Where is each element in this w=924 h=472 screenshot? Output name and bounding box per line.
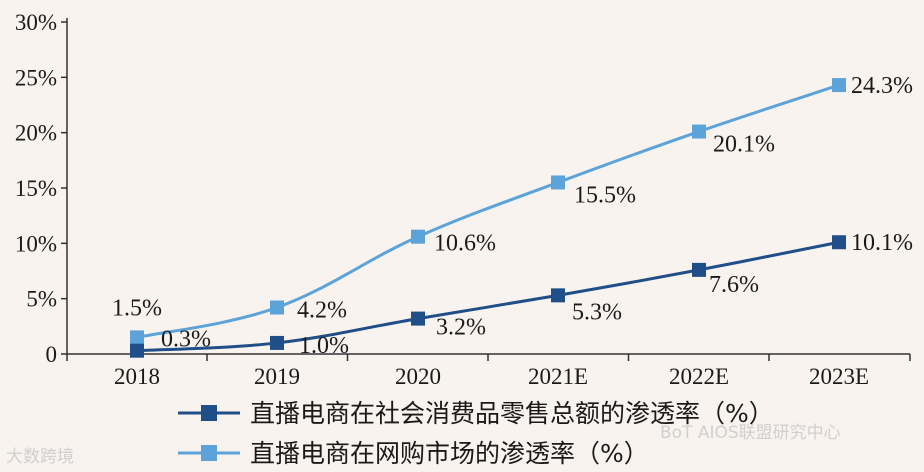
y-tick-label: 5% (26, 287, 57, 312)
marker-retail (551, 288, 565, 303)
data-label-retail: 5.3% (572, 299, 622, 325)
data-label-retail: 1.0% (299, 333, 349, 359)
data-label-online: 4.2% (297, 298, 347, 324)
series-line-online (136, 83, 840, 339)
x-tick-label: 2021E (528, 364, 588, 389)
marker-retail (832, 235, 846, 250)
data-labels: 1.5% 4.2% 10.6% 15.5% 20.1% 24.3% 0.3% 1.0% 3.2%… (112, 73, 913, 359)
marker-online (692, 124, 706, 139)
y-tick-label: 20% (15, 121, 57, 146)
series-line-retail (136, 240, 840, 353)
x-tick-label: 2020 (395, 364, 441, 389)
legend-label-online: 直播电商在网购市场的渗透率（%） (250, 439, 649, 468)
data-label-retail: 3.2% (436, 315, 486, 341)
marker-retail (411, 311, 425, 326)
x-axis-ticks: 2018 2019 2020 2021E 2022E 2023E (66, 354, 911, 389)
y-tick-label: 30% (15, 10, 57, 35)
y-tick-label: 15% (15, 176, 57, 201)
data-label-online: 10.6% (434, 231, 496, 257)
data-label-online: 24.3% (851, 73, 913, 99)
data-label-online: 1.5% (112, 295, 162, 321)
watermark-left: 大数跨境 (6, 447, 74, 467)
marker-online (411, 229, 425, 244)
legend-label-retail: 直播电商在社会消费品零售总额的渗透率（%） (250, 399, 774, 428)
marker-retail (270, 335, 284, 350)
data-label-retail: 0.3% (161, 327, 211, 353)
axes (66, 18, 910, 355)
data-label-online: 20.1% (713, 132, 775, 158)
legend-marker-online (201, 445, 217, 461)
x-tick-label: 2018 (114, 364, 160, 389)
data-label-online: 15.5% (574, 182, 636, 208)
marker-retail (130, 343, 144, 358)
y-tick-label: 25% (15, 65, 57, 90)
data-label-retail: 10.1% (851, 230, 913, 256)
data-label-retail: 7.6% (709, 272, 759, 298)
marker-online (130, 330, 144, 345)
x-tick-label: 2019 (254, 364, 300, 389)
series-lines (130, 78, 846, 358)
legend: 直播电商在社会消费品零售总额的渗透率（%） 直播电商在网购市场的渗透率（%） (178, 399, 774, 468)
marker-online (551, 175, 565, 190)
watermarks: 大数跨境 BoT AIOS联盟研究中心 (6, 423, 841, 467)
y-axis-ticks: 0 5% 10% 15% 20% 25% 30% (15, 10, 67, 367)
marker-online (832, 78, 846, 93)
watermark-right: BoT AIOS联盟研究中心 (660, 423, 841, 443)
marker-online (270, 300, 284, 315)
x-tick-label: 2023E (809, 364, 869, 389)
y-tick-label: 0 (46, 342, 58, 367)
y-tick-label: 10% (15, 231, 57, 256)
marker-retail (692, 262, 706, 277)
legend-marker-retail (201, 405, 217, 421)
x-tick-label: 2022E (669, 364, 729, 389)
